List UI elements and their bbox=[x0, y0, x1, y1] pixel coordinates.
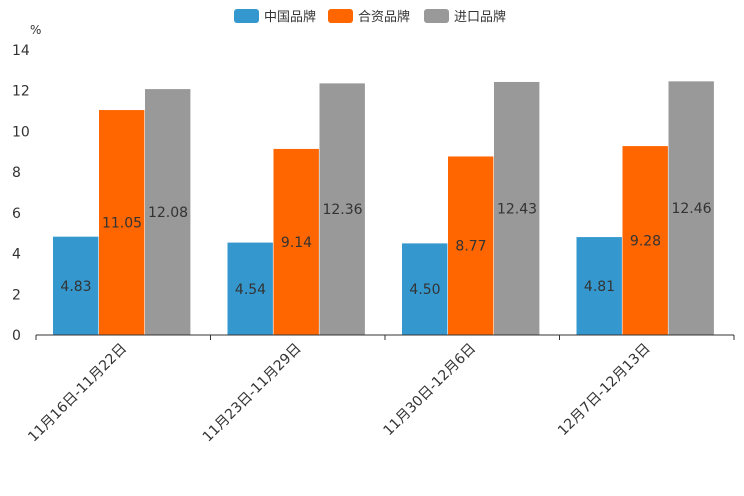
data-label: 12.36 bbox=[322, 202, 362, 218]
data-label: 4.50 bbox=[409, 282, 440, 298]
data-label: 4.54 bbox=[235, 282, 266, 298]
data-label: 9.28 bbox=[630, 234, 661, 250]
x-tick-label: 12月7日-12月13日 bbox=[555, 341, 654, 440]
x-axis: 11月16日-11月22日 11月23日-11月29日 11月30日-12月6日 12… bbox=[25, 335, 735, 446]
data-label: 11.05 bbox=[102, 216, 142, 232]
legend-swatch bbox=[424, 9, 449, 23]
bar bbox=[99, 110, 145, 335]
y-axis-unit: % bbox=[30, 23, 41, 37]
bar bbox=[402, 243, 448, 335]
y-axis: 0 2 4 6 8 10 12 14 bbox=[12, 43, 30, 344]
x-tick-label: 11月23日-11月29日 bbox=[200, 341, 305, 446]
data-label: 12.46 bbox=[671, 201, 711, 217]
legend: 中国品牌 合资品牌 进口品牌 bbox=[234, 9, 506, 25]
legend-label: 进口品牌 bbox=[454, 9, 506, 25]
x-tick-label: 11月30日-12月6日 bbox=[381, 341, 480, 440]
bar bbox=[622, 146, 668, 335]
bar bbox=[668, 81, 714, 335]
data-label: 9.14 bbox=[281, 235, 312, 251]
bar bbox=[448, 156, 494, 335]
bar bbox=[273, 148, 319, 335]
legend-label: 中国品牌 bbox=[264, 9, 316, 25]
data-label: 4.81 bbox=[584, 279, 615, 295]
bar bbox=[145, 89, 191, 335]
data-label: 12.08 bbox=[148, 205, 188, 221]
legend-swatch bbox=[234, 9, 259, 23]
legend-label: 合资品牌 bbox=[358, 9, 410, 25]
y-tick-label: 14 bbox=[12, 43, 30, 59]
bar bbox=[227, 242, 273, 335]
bar bbox=[494, 81, 540, 335]
y-tick-label: 0 bbox=[12, 328, 21, 344]
data-label: 12.43 bbox=[497, 201, 537, 217]
legend-item[interactable]: 进口品牌 bbox=[424, 9, 506, 25]
y-tick-label: 6 bbox=[12, 206, 21, 222]
x-tick-label: 11月16日-11月22日 bbox=[25, 341, 130, 446]
data-label: 8.77 bbox=[455, 239, 486, 255]
y-tick-label: 8 bbox=[12, 165, 21, 181]
y-tick-label: 10 bbox=[12, 124, 30, 140]
bar bbox=[53, 236, 99, 335]
legend-item[interactable]: 中国品牌 bbox=[234, 9, 316, 25]
bar bbox=[319, 83, 365, 335]
bar bbox=[576, 237, 622, 335]
bars: 4.83 11.05 12.08 4.54 9.14 12.36 4.50 8.77 12.43… bbox=[53, 81, 714, 335]
y-tick-label: 12 bbox=[12, 84, 30, 100]
data-label: 4.83 bbox=[60, 279, 91, 295]
legend-item[interactable]: 合资品牌 bbox=[328, 9, 410, 25]
legend-swatch bbox=[328, 9, 353, 23]
y-tick-label: 4 bbox=[12, 247, 21, 263]
y-tick-label: 2 bbox=[12, 287, 21, 303]
